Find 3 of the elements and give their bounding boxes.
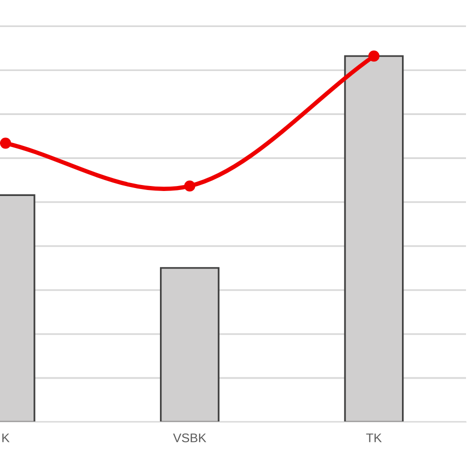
x-tick-label: TK (366, 434, 382, 442)
x-tick-label: K (2, 434, 10, 442)
x-tick-label: VSBK (173, 433, 206, 442)
